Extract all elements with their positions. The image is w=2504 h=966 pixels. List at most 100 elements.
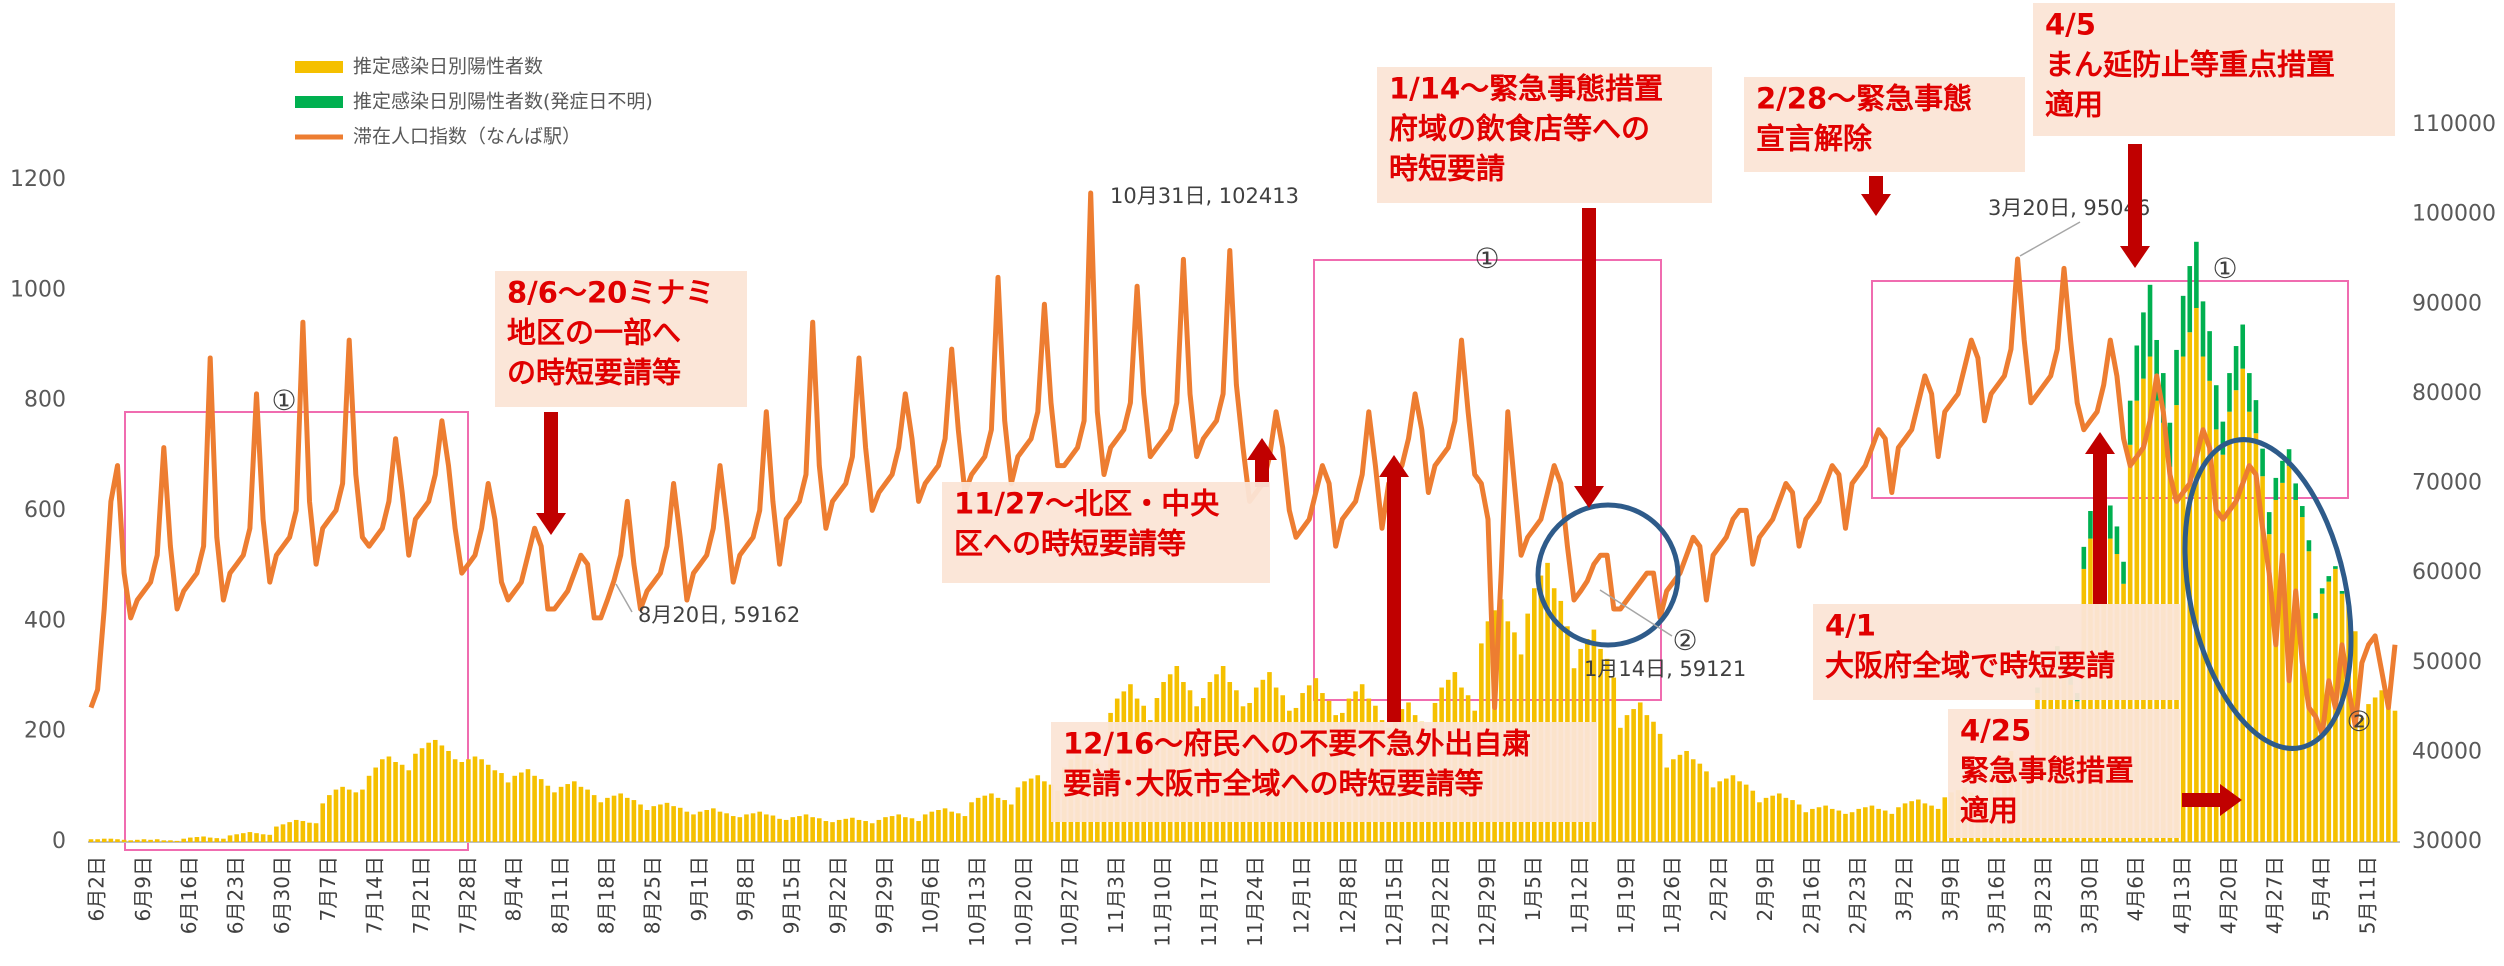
bar: [2352, 631, 2358, 842]
bar: [2300, 506, 2305, 518]
bar: [1015, 787, 1021, 842]
bar: [2379, 690, 2385, 842]
bar: [2280, 460, 2285, 483]
bar: [115, 839, 120, 842]
arrow: [1255, 460, 1269, 487]
bar: [1942, 797, 1948, 842]
bar: [1836, 810, 1842, 842]
bar: [519, 772, 524, 842]
y-tick-label: 400: [24, 608, 66, 633]
x-tick-label: 11月17日: [1197, 856, 1221, 947]
bar: [585, 789, 590, 842]
bar: [856, 819, 862, 842]
bar: [724, 813, 729, 842]
bar: [1671, 759, 1676, 842]
x-tick-label: 12月8日: [1336, 856, 1360, 934]
bar: [525, 769, 531, 842]
x-tick-label: 9月15日: [780, 856, 804, 934]
bar: [1002, 800, 1007, 842]
bar: [644, 810, 650, 842]
bar: [1869, 805, 1875, 842]
bar: [697, 811, 703, 842]
x-tick-label: 1月19日: [1614, 856, 1638, 934]
bar: [2266, 512, 2272, 535]
bar: [611, 795, 617, 842]
annotation-box: [495, 271, 747, 407]
bar: [2392, 710, 2398, 842]
bar: [1598, 648, 1603, 842]
x-tick-label: 10月13日: [965, 856, 989, 947]
bar: [989, 793, 994, 842]
bar: [975, 797, 981, 842]
bar: [2127, 400, 2133, 445]
bar: [2200, 301, 2206, 357]
bar: [552, 792, 557, 842]
bar: [333, 789, 339, 842]
bar: [360, 789, 365, 842]
annotation-text: 12/16～府民への不要不急外出自粛: [1063, 727, 1531, 761]
bar: [2273, 477, 2279, 500]
bar: [532, 775, 537, 842]
point-label: 8月20日, 59162: [638, 603, 800, 627]
arrow-head: [2120, 246, 2150, 268]
bar: [2207, 331, 2212, 381]
bar: [2260, 476, 2265, 842]
bar: [704, 810, 710, 842]
bar: [1697, 763, 1703, 842]
highlight-ellipses: [1535, 437, 2354, 751]
bar: [2213, 429, 2219, 842]
bar: [572, 781, 577, 842]
bar: [883, 817, 888, 842]
bar: [816, 818, 822, 842]
bar: [2372, 697, 2378, 842]
annotation-text: 時短要請: [1389, 152, 1505, 186]
bar: [1829, 808, 1835, 842]
bar: [962, 816, 968, 842]
bar: [876, 819, 882, 842]
bar: [2147, 284, 2153, 357]
bar: [2247, 411, 2252, 842]
bar: [2081, 568, 2087, 842]
x-tick-label: 8月25日: [641, 856, 665, 934]
bar: [922, 814, 928, 842]
y-tick-label: 600: [24, 498, 66, 523]
bar: [393, 762, 398, 842]
annotation-text: 適用: [1960, 794, 2018, 828]
bar: [711, 808, 716, 842]
bar: [671, 806, 676, 842]
bar: [181, 838, 186, 842]
bar: [1763, 797, 1769, 842]
bar: [1028, 778, 1034, 842]
bar: [764, 814, 769, 842]
x-tick-label: 3月23日: [2031, 856, 2055, 934]
bar: [969, 802, 974, 842]
bar: [188, 837, 193, 842]
annotation-box: [1813, 604, 2180, 700]
bar: [1929, 805, 1934, 842]
arrow-head: [1247, 438, 1277, 460]
arrow: [1869, 176, 1883, 194]
annotation-text: 4/1: [1825, 609, 1876, 643]
x-tick-label: 6月9日: [131, 856, 155, 921]
annotation-box: [1377, 67, 1712, 203]
annotation-box: [1051, 722, 1597, 822]
bar: [201, 836, 206, 842]
bar: [1532, 588, 1537, 842]
arrow: [1387, 477, 1401, 722]
arrow: [2182, 793, 2220, 807]
bar: [485, 764, 491, 842]
bar: [2233, 346, 2239, 391]
bar: [459, 762, 465, 842]
y-tick-label: 800: [24, 388, 66, 413]
x-tick-label: 8月4日: [502, 856, 526, 921]
bar: [2319, 588, 2325, 594]
bar: [2134, 345, 2140, 401]
point-label: 10月31日, 102413: [1110, 184, 1299, 208]
bar: [631, 800, 637, 842]
bar: [2253, 400, 2259, 434]
x-tick-label: 4月6日: [2124, 856, 2148, 921]
bar: [2386, 704, 2391, 842]
annotation-text: 8/6～20ミナミ: [507, 276, 714, 310]
bar: [505, 782, 511, 842]
bar: [2187, 266, 2193, 333]
